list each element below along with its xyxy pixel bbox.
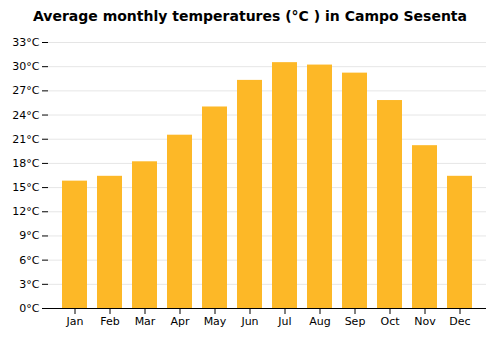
svg-text:Nov: Nov bbox=[414, 315, 436, 328]
svg-text:3°C: 3°C bbox=[19, 278, 39, 291]
html-text:Average monthly temperatures (: Average monthly temperatures (°C ) in Ca… bbox=[33, 8, 467, 24]
svg-text:Dec: Dec bbox=[449, 315, 470, 328]
svg-text:0°C: 0°C bbox=[19, 302, 39, 315]
svg-text:Jun: Jun bbox=[240, 315, 258, 328]
svg-text:Oct: Oct bbox=[380, 315, 400, 328]
svg-text:May: May bbox=[204, 315, 227, 328]
svg-text:15°C: 15°C bbox=[12, 181, 39, 194]
svg-text:Sep: Sep bbox=[345, 315, 366, 328]
svg-text:Feb: Feb bbox=[100, 315, 119, 328]
svg-text:21°C: 21°C bbox=[12, 133, 39, 146]
svg-text:33°C: 33°C bbox=[12, 36, 39, 49]
svg-text:9°C: 9°C bbox=[19, 229, 39, 242]
svg-text:Jan: Jan bbox=[66, 315, 84, 328]
svg-text:6°C: 6°C bbox=[19, 254, 39, 267]
svg-text:Jul: Jul bbox=[277, 315, 291, 328]
svg-text:30°C: 30°C bbox=[12, 60, 39, 73]
svg-text:27°C: 27°C bbox=[12, 84, 39, 97]
svg-text:Apr: Apr bbox=[170, 315, 190, 328]
svg-text:Mar: Mar bbox=[135, 315, 156, 328]
svg-text:18°C: 18°C bbox=[12, 157, 39, 170]
svg-text:24°C: 24°C bbox=[12, 109, 39, 122]
svg-text:Aug: Aug bbox=[309, 315, 330, 328]
svg-text:12°C: 12°C bbox=[12, 205, 39, 218]
